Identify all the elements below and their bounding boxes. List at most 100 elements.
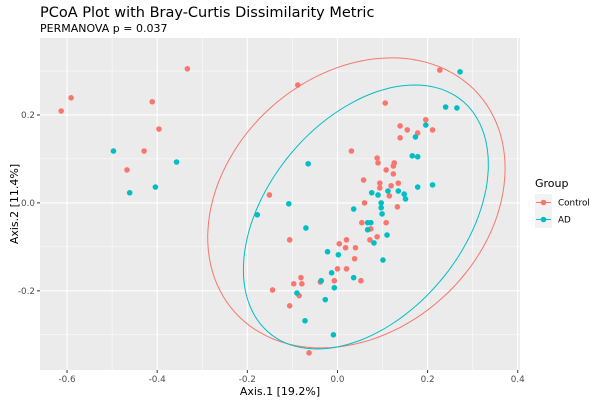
point-control [290, 281, 297, 287]
point-ad [402, 196, 409, 202]
group-ellipses [207, 57, 506, 350]
point-control [58, 108, 64, 114]
point-control [269, 287, 276, 293]
point-ad [380, 257, 386, 263]
point-ad [385, 188, 391, 194]
point-ad [401, 191, 407, 197]
point-control [397, 135, 403, 141]
point-ad [303, 225, 309, 231]
point-ad [324, 248, 331, 255]
point-control [68, 95, 74, 101]
legend-title: Group [535, 177, 569, 190]
point-control [390, 163, 397, 169]
point-control [334, 266, 341, 272]
point-ad [110, 148, 117, 154]
point-ad [423, 122, 429, 128]
point-control [436, 67, 443, 73]
point-ad [318, 277, 325, 284]
x-tick-label: -0.6 [58, 375, 76, 385]
point-control [404, 127, 411, 133]
point-ad [454, 105, 460, 111]
point-ad [412, 134, 419, 140]
point-ad [368, 189, 375, 196]
grid-minor [40, 38, 520, 370]
point-ad [395, 188, 402, 194]
point-control [375, 160, 381, 166]
y-tick-label: 0.2 [21, 111, 35, 121]
point-control [124, 167, 130, 173]
point-control [374, 233, 380, 240]
data-points [58, 65, 463, 356]
x-axis: -0.6 -0.4 -0.2 0.0 0.2 0.4 [58, 370, 525, 385]
point-control [360, 177, 367, 183]
plot-panel [40, 38, 520, 370]
point-control [423, 116, 429, 123]
point-control [286, 302, 293, 309]
y-axis-title: Axis.2 [11.4%] [8, 164, 21, 244]
point-ad [368, 219, 374, 226]
point-ad [328, 270, 335, 276]
point-ad [285, 200, 292, 207]
point-control [306, 350, 312, 356]
point-control [343, 266, 350, 272]
point-control [395, 180, 402, 186]
point-control [377, 185, 383, 191]
x-tick-label: 0.4 [511, 375, 525, 385]
point-control [298, 274, 304, 281]
point-control [149, 98, 156, 105]
point-ad [364, 226, 371, 233]
point-control [286, 237, 293, 243]
chart-subtitle: PERMANOVA p = 0.037 [40, 22, 167, 35]
point-control [377, 180, 383, 186]
y-tick-label: 0.0 [21, 199, 35, 209]
point-control [394, 204, 401, 210]
point-ad [379, 211, 385, 217]
point-control [367, 237, 373, 243]
y-tick-label: -0.2 [18, 287, 35, 297]
x-tick-label: -0.4 [149, 375, 167, 385]
grid-major [40, 38, 520, 370]
point-ad [152, 184, 159, 190]
point-control [358, 277, 364, 284]
legend-key-point [540, 216, 547, 223]
point-control [331, 277, 338, 284]
point-ad [384, 232, 390, 238]
point-ad [378, 204, 384, 211]
point-control [429, 127, 436, 133]
point-control [361, 200, 368, 206]
point-ad [378, 200, 384, 206]
point-ad [375, 192, 381, 198]
chart-title: PCoA Plot with Bray-Curtis Dissimilarity… [40, 5, 374, 21]
point-control [343, 237, 350, 243]
point-control [342, 244, 349, 251]
legend: Group Control AD [535, 177, 590, 228]
x-tick-label: 0.0 [330, 375, 344, 385]
point-control [352, 244, 359, 251]
point-ad [254, 211, 261, 218]
point-ad [429, 182, 436, 188]
x-axis-title: Axis.1 [19.2%] [240, 385, 320, 398]
point-control [299, 281, 305, 287]
point-ad [350, 274, 357, 281]
point-control [141, 148, 147, 154]
point-control [382, 100, 389, 106]
point-control [184, 65, 191, 72]
point-ad [322, 296, 329, 303]
legend-key-point [540, 199, 547, 206]
point-control [383, 167, 389, 173]
point-ad [409, 153, 416, 159]
point-ad [335, 251, 342, 258]
point-ad [126, 189, 133, 196]
legend-label-control: Control [558, 199, 590, 209]
point-ad [457, 69, 463, 75]
ellipse-control [207, 57, 506, 349]
y-axis: -0.2 0.0 0.2 [18, 111, 40, 297]
point-control [397, 123, 403, 129]
point-control [383, 219, 389, 226]
point-ad [414, 153, 421, 160]
point-ad [442, 104, 449, 110]
point-ad [350, 206, 357, 212]
point-ad [305, 160, 311, 167]
point-control [348, 148, 355, 154]
